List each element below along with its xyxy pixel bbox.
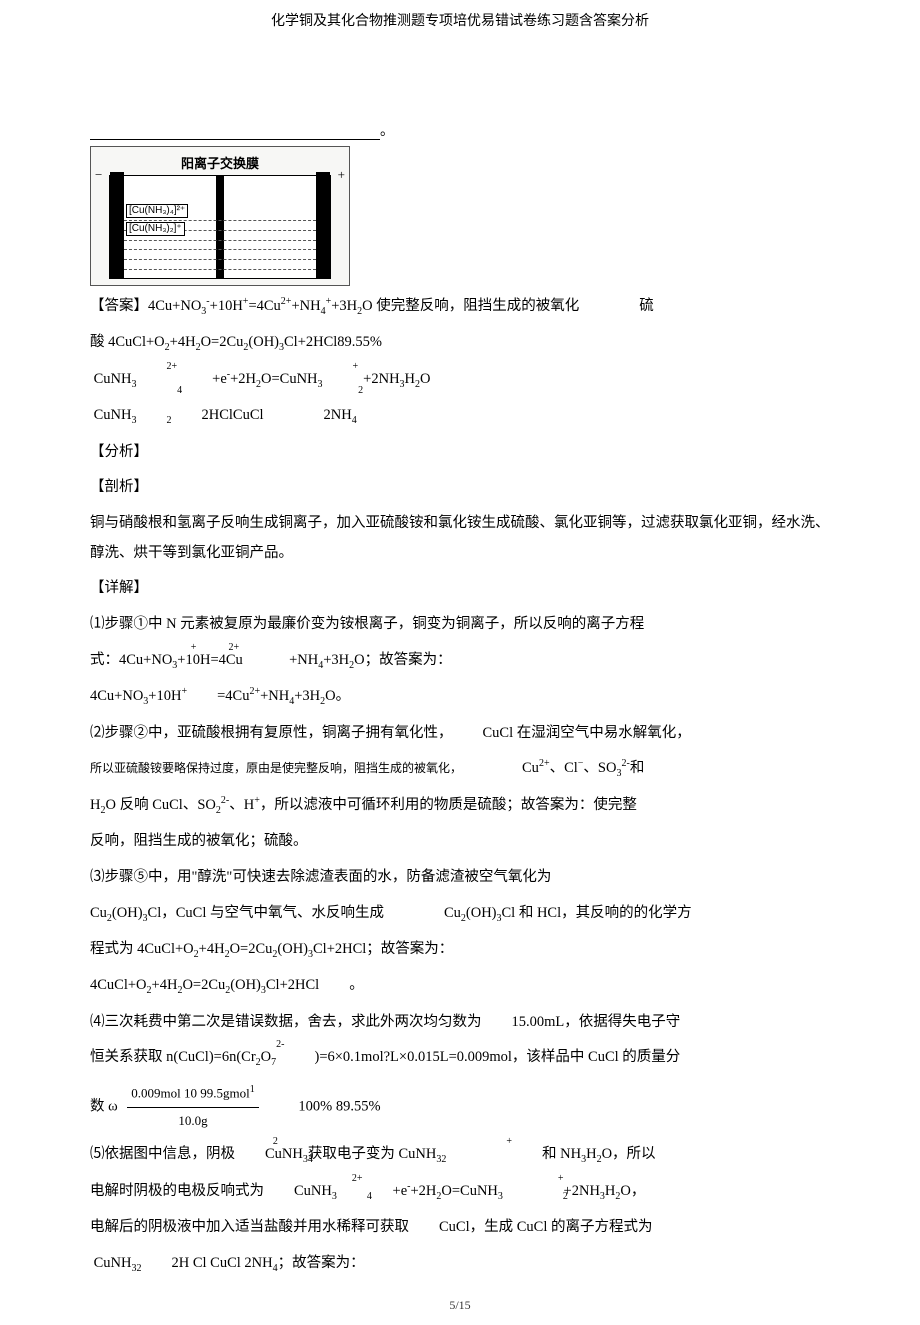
right-electrode [316, 172, 330, 278]
step5-d: CuNH322H Cl CuCl 2NH4；故答案为： [90, 1249, 830, 1279]
step1-a: ⑴步骤①中 N 元素被复原为最廉价变为铵根离子，铜变为铜离子，所以反响的离子方程 [90, 610, 830, 640]
dissect-text: 铜与硝酸根和氢离子反响生成铜离子，加入亚硫酸铵和氯化铵生成硫酸、氯化亚铜等，过滤… [90, 509, 830, 568]
step5-c: 电解后的阴极液中加入适当盐酸并用水稀释可获取CuCl，生成 CuCl 的离子方程… [90, 1213, 830, 1243]
step1-c: 4Cu+NO3+10H+=4Cu2++NH4+3H2O。 [90, 682, 830, 712]
answer-line-2: 酸 4CuCl+O2+4H2O=2Cu2(OH)3Cl+2HCl89.55% [90, 328, 830, 358]
membrane-label: 阳离子交换膜 [91, 153, 349, 172]
page-number: 5/15 [0, 1298, 920, 1313]
step4-a: ⑷三次耗费中第二次是错误数据，舍去，求此外两次均匀数为15.00mL，依据得失电… [90, 1008, 830, 1038]
step3-a: ⑶步骤⑤中，用"醇洗"可快速去除滤渣表面的水，防备滤渣被空气氧化为 [90, 863, 830, 893]
answer-line-1: 【答案】4Cu+NO3-+10H+=4Cu2++NH4++3H2O 使完整反响，… [90, 292, 830, 322]
step4-c: 数 ω 0.009mol 10 99.5gmol1 10.0g 100% 89.… [90, 1080, 830, 1135]
step2-line2: 所以亚硫酸铵要略保持过度，原由是使完整反响，阻挡生成的被氧化，Cu2+、Cl−、… [90, 754, 830, 784]
minus-sign: − [95, 167, 102, 183]
species-2: [Cu(NH₃)₂]⁺ [126, 222, 185, 236]
left-electrode [110, 172, 124, 278]
step5-a: ⑸依据图中信息，阴极CuNH342获取电子变为 CuNH32+和 NH3H2O，… [90, 1140, 830, 1170]
step5-b: 电解时阴极的电极反响式为CuNH342++e-+2H2O=CuNH32++2NH… [90, 1177, 830, 1207]
step3-b: Cu2(OH)3Cl，CuCl 与空气中氧气、水反响生成Cu2(OH)3Cl 和… [90, 899, 830, 929]
step3-c: 程式为 4CuCl+O2+4H2O=2Cu2(OH)3Cl+2HCl；故答案为： [90, 935, 830, 965]
fraction: 0.009mol 10 99.5gmol1 10.0g [127, 1080, 258, 1135]
plus-sign: + [338, 167, 345, 183]
step4-b: 恒关系获取 n(CuCl)=6n(Cr2O72-)=6×0.1mol?L×0.0… [90, 1043, 830, 1073]
electrolysis-diagram: 阳离子交换膜 − + [Cu(NH₃)₄]²⁺ [Cu(NH₃)₂]⁺ [90, 146, 350, 286]
step2-line3: H2O 反响 CuCl、SO22-、H+，所以滤液中可循环利用的物质是硫酸；故答… [90, 791, 830, 821]
step3-d: 4CuCl+O2+4H2O=2Cu2(OH)3Cl+2HCl。 [90, 971, 830, 1001]
blank-fill-line: 。 [90, 120, 830, 140]
step2-line1: ⑵步骤②中，亚硫酸根拥有复原性，铜离子拥有氧化性，CuCl 在湿润空气中易水解氧… [90, 719, 830, 749]
answer-label: 【答案】 [90, 298, 148, 314]
page-container: 化学铜及其化合物推测题专项培优易错试卷练习题含答案分析 。 阳离子交换膜 − +… [0, 0, 920, 1325]
equation-line-1: CuNH32+4+e-+2H2O=CuNH3+2+2NH3H2O [90, 365, 830, 395]
step2-line4: 反响，阻挡生成的被氧化；硫酸。 [90, 827, 830, 857]
detail-label: 【详解】 [90, 574, 830, 604]
species-1: [Cu(NH₃)₄]²⁺ [126, 204, 188, 218]
dissect-label: 【剖析】 [90, 473, 830, 503]
equation-line-2: CuNH322HClCuCl2NH4 [90, 401, 830, 431]
step1-b: 式：4Cu+NO3+10H=4Cu+2++NH4+3H2O；故答案为： [90, 646, 830, 676]
tank: [Cu(NH₃)₄]²⁺ [Cu(NH₃)₂]⁺ [109, 175, 331, 279]
analysis-label: 【分析】 [90, 438, 830, 468]
document-title: 化学铜及其化合物推测题专项培优易错试卷练习题含答案分析 [90, 10, 830, 30]
